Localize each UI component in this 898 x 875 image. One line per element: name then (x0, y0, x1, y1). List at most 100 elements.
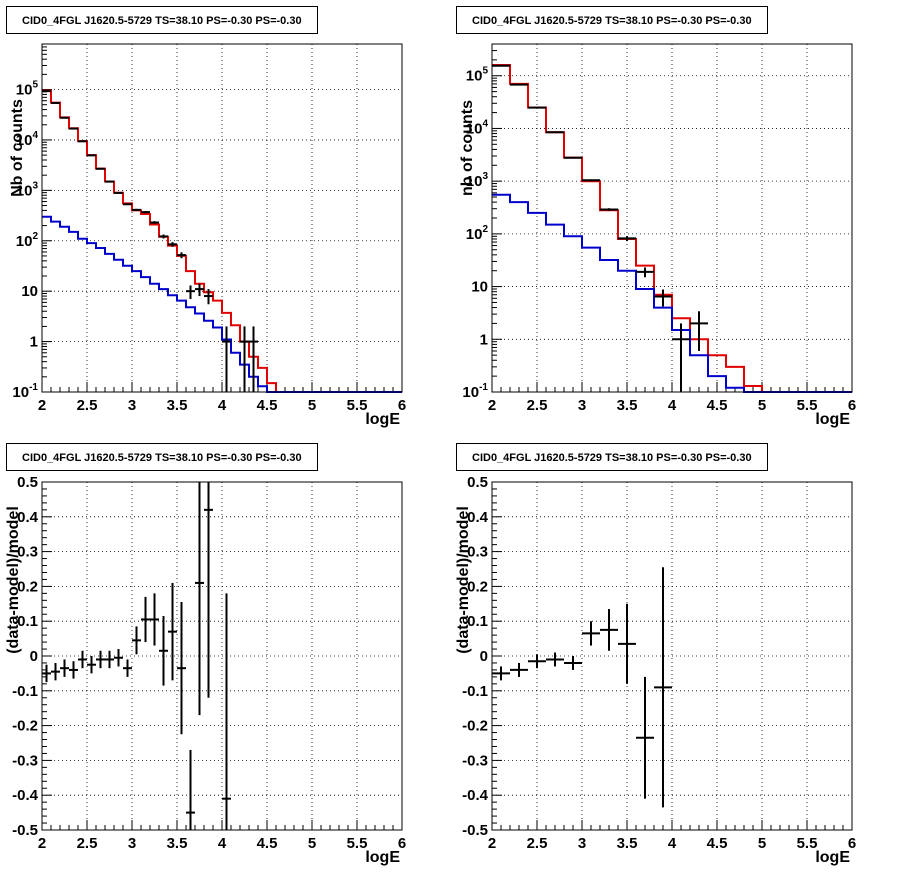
residual-point-12 (150, 593, 159, 646)
x-tick-label: 2.5 (77, 397, 98, 414)
residual-point-3 (546, 652, 564, 667)
x-tick-label: 2.5 (527, 397, 548, 414)
residual-point-9 (654, 567, 672, 808)
data-point-16 (186, 285, 195, 299)
x-tick-label: 5 (758, 835, 766, 852)
x-tick-label: 3 (578, 397, 586, 414)
y-tick-label: 105 (16, 80, 39, 99)
series-line-total_model (492, 64, 852, 393)
x-tick-label: 3 (128, 397, 136, 414)
grid-lines (42, 482, 402, 830)
data-point-20 (240, 326, 249, 392)
data-point-18 (204, 289, 213, 305)
residual-point-1 (51, 662, 60, 681)
data-point-3 (546, 131, 564, 134)
residual-point-4 (78, 650, 87, 669)
chart-panel-4: CID0_4FGL J1620.5-5729 TS=38.10 PS=-0.30… (455, 443, 856, 866)
x-tick-label: 3 (578, 835, 586, 852)
data-point-2 (60, 116, 69, 119)
residual-point-1 (510, 662, 528, 677)
x-tick-label: 2 (38, 397, 46, 414)
y-tick-label: 102 (466, 224, 489, 243)
residual-point-0 (492, 666, 510, 681)
x-tick-label: 5.5 (347, 835, 368, 852)
x-tick-label: 6 (848, 835, 856, 852)
y-tick-label: -0.2 (12, 718, 38, 735)
title-box (6, 443, 318, 471)
x-tick-label: 5 (758, 397, 766, 414)
residual-point-18 (204, 482, 213, 698)
y-tick-marks (492, 43, 502, 393)
y-tick-label: 0 (30, 648, 38, 665)
x-minor-ticks (491, 382, 853, 392)
x-tick-label: 4.5 (707, 397, 728, 414)
chart-title: CID0_4FGL J1620.5-5729 TS=38.10 PS=-0.30… (472, 15, 752, 27)
plot-frame (491, 43, 853, 393)
y-tick-label: 0.4 (17, 509, 39, 526)
chart-title: CID0_4FGL J1620.5-5729 TS=38.10 PS=-0.30… (22, 15, 302, 27)
data-point-21 (249, 326, 258, 392)
y-tick-label: 0.2 (467, 578, 488, 595)
chart-title: CID0_4FGL J1620.5-5729 TS=38.10 PS=-0.30… (22, 452, 302, 464)
residual-point-14 (168, 582, 177, 681)
x-tick-label: 4 (668, 835, 677, 852)
residual-point-8 (114, 649, 123, 667)
plot-frame (491, 481, 853, 831)
data-point-4 (78, 140, 87, 143)
x-tick-label: 3.5 (617, 835, 638, 852)
title-box (456, 6, 768, 34)
title-box (6, 6, 318, 34)
residual-point-5 (582, 621, 600, 646)
data-point-3 (69, 127, 78, 130)
residual-point-16 (186, 749, 195, 830)
series-line-total_model (42, 89, 402, 393)
chart-title: CID0_4FGL J1620.5-5729 TS=38.10 PS=-0.30… (472, 452, 752, 464)
residual-point-7 (105, 650, 114, 669)
residual-point-6 (600, 609, 618, 651)
data-point-7 (105, 180, 114, 183)
y-tick-label: 0.3 (17, 544, 38, 561)
y-tick-label: 10-1 (462, 382, 488, 401)
y-tick-label: 1 (480, 331, 488, 348)
y-tick-label: 0.5 (17, 474, 38, 491)
data-point-2 (528, 106, 546, 109)
x-tick-label: 6 (398, 397, 406, 414)
data-point-12 (150, 221, 159, 225)
data-point-9 (654, 289, 672, 307)
x-tick-label: 3 (128, 835, 136, 852)
x-tick-label: 3.5 (167, 835, 188, 852)
y-tick-label: -0.4 (462, 787, 489, 804)
residual-point-5 (87, 656, 96, 674)
y-tick-label: -0.4 (12, 787, 39, 804)
x-tick-label: 4.5 (257, 397, 278, 414)
y-tick-label: 0.1 (467, 613, 488, 630)
data-point-10 (672, 323, 690, 392)
x-tick-label: 5 (308, 397, 316, 414)
x-tick-label: 2.5 (527, 835, 548, 852)
data-point-11 (690, 311, 708, 351)
x-minor-ticks (491, 820, 853, 830)
x-tick-label: 5.5 (797, 835, 818, 852)
grid-lines (42, 44, 402, 392)
x-axis-label: logE (365, 411, 400, 428)
x-tick-label: 4 (218, 835, 227, 852)
data-point-14 (168, 242, 177, 247)
residual-point-8 (636, 676, 654, 799)
data-point-6 (96, 167, 105, 170)
y-tick-label: 0.1 (17, 613, 38, 630)
data-point-5 (87, 154, 96, 157)
data-point-6 (600, 208, 618, 211)
y-tick-marks (492, 481, 502, 831)
x-minor-ticks (41, 820, 403, 830)
x-tick-label: 2 (38, 835, 46, 852)
x-axis-label: logE (815, 411, 850, 428)
x-axis-label: logE (815, 849, 850, 866)
x-tick-label: 2 (488, 835, 496, 852)
data-point-4 (564, 156, 582, 159)
x-axis-label: logE (365, 849, 400, 866)
y-tick-label: 1 (30, 334, 38, 351)
x-tick-label: 5.5 (347, 397, 368, 414)
x-tick-label: 2 (488, 397, 496, 414)
y-tick-marks (42, 481, 52, 831)
